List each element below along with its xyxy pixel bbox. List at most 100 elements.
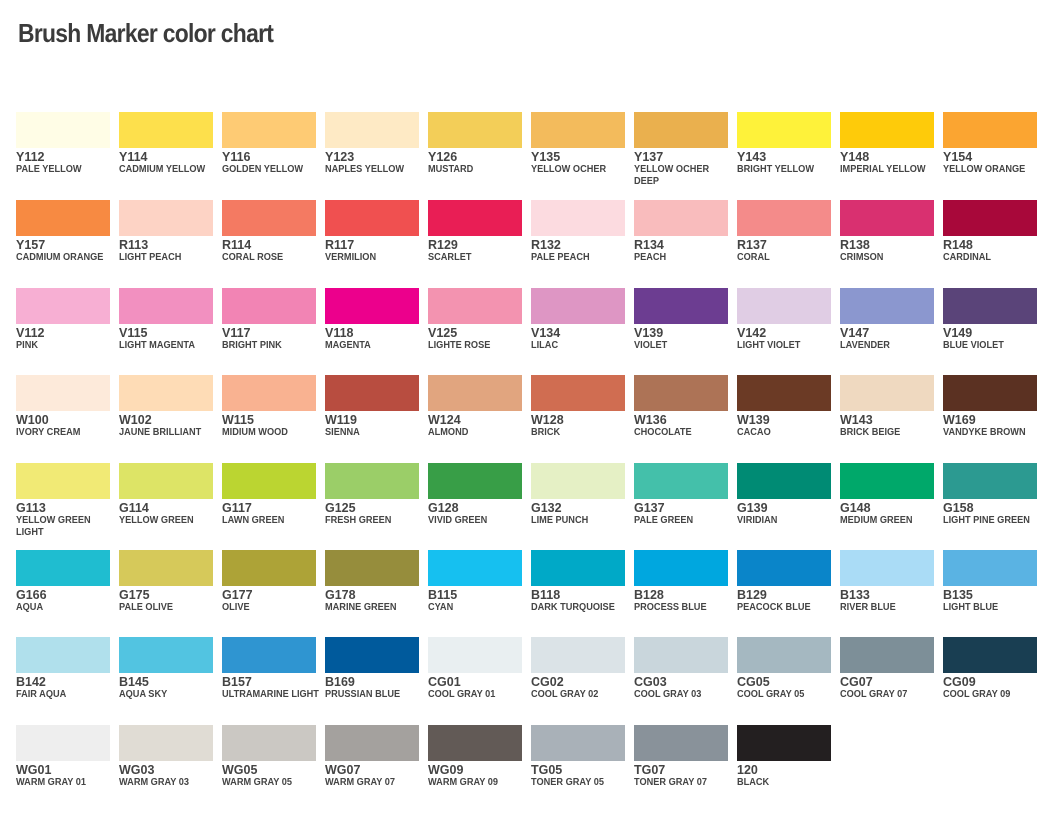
color-swatch [531, 375, 625, 411]
color-swatch-item: Y123 NAPLES YELLOW [325, 112, 419, 176]
color-swatch [325, 550, 419, 586]
color-swatch [119, 725, 213, 761]
color-swatch-item: R114 CORAL ROSE [222, 200, 316, 264]
color-name: COOL GRAY 07 [840, 689, 908, 700]
color-code: CG07 [840, 675, 873, 689]
color-code: V134 [531, 326, 561, 340]
color-swatch-item: V112 PINK [16, 288, 110, 352]
color-swatch-item: WG05 WARM GRAY 05 [222, 725, 316, 789]
color-swatch-item: R129 SCARLET [428, 200, 522, 264]
color-name: CORAL [737, 252, 770, 263]
color-code: CG05 [737, 675, 770, 689]
color-name: ULTRAMARINE LIGHT [222, 689, 319, 700]
color-code: TG07 [634, 763, 666, 777]
color-swatch-item: CG01 COOL GRAY 01 [428, 637, 522, 701]
color-name: VERMILION [325, 252, 377, 263]
color-swatch [119, 288, 213, 324]
color-name: PEACH [634, 252, 667, 263]
color-swatch-item: Y112 PALE YELLOW [16, 112, 110, 176]
color-swatch-item: G177 OLIVE [222, 550, 316, 614]
color-code: TG05 [531, 763, 563, 777]
color-swatch-item: Y114 CADMIUM YELLOW [119, 112, 213, 176]
color-swatch-item: V139 VIOLET [634, 288, 728, 352]
color-swatch [943, 463, 1037, 499]
color-swatch-item: V142 LIGHT VIOLET [737, 288, 831, 352]
color-name: LAWN GREEN [222, 515, 285, 526]
color-name: VANDYKE BROWN [943, 427, 1026, 438]
color-code: G139 [737, 501, 768, 515]
color-name: COOL GRAY 01 [428, 689, 496, 700]
color-name: BRICK [531, 427, 561, 438]
color-swatch-item: W136 CHOCOLATE [634, 375, 728, 439]
color-swatch [737, 637, 831, 673]
color-name: VIVID GREEN [428, 515, 488, 526]
color-name: BLACK [737, 777, 770, 788]
color-code: V117 [222, 326, 251, 340]
color-swatch [222, 375, 316, 411]
color-swatch-item: R134 PEACH [634, 200, 728, 264]
color-swatch [222, 112, 316, 148]
color-code: G137 [634, 501, 665, 515]
color-code: Y112 [16, 150, 45, 164]
color-name: PINK [16, 340, 38, 351]
color-swatch [119, 112, 213, 148]
color-swatch-item: V149 BLUE VIOLET [943, 288, 1037, 352]
color-code: B133 [840, 588, 870, 602]
color-name: DARK TURQUOISE [531, 602, 615, 613]
color-code: W143 [840, 413, 873, 427]
color-swatch-item: CG02 COOL GRAY 02 [531, 637, 625, 701]
color-swatch [840, 200, 934, 236]
color-code: CG09 [943, 675, 976, 689]
color-name: PALE PEACH [531, 252, 590, 263]
color-swatch-item: V115 LIGHT MAGENTA [119, 288, 213, 352]
color-name: FRESH GREEN [325, 515, 392, 526]
color-swatch [634, 288, 728, 324]
color-swatch-item: B169 PRUSSIAN BLUE [325, 637, 419, 701]
color-swatch [840, 550, 934, 586]
color-swatch [737, 550, 831, 586]
color-code: B169 [325, 675, 355, 689]
color-swatch-item: W115 MIDIUM WOOD [222, 375, 316, 439]
color-code: G113 [16, 501, 46, 515]
color-code: R134 [634, 238, 664, 252]
color-swatch [119, 200, 213, 236]
color-swatch-item: W102 JAUNE BRILLIANT [119, 375, 213, 439]
color-code: B135 [943, 588, 973, 602]
color-code: W136 [634, 413, 667, 427]
color-code: CG01 [428, 675, 461, 689]
color-code: V142 [737, 326, 767, 340]
color-code: B157 [222, 675, 252, 689]
color-swatch [428, 375, 522, 411]
color-swatch [325, 725, 419, 761]
color-swatch [428, 112, 522, 148]
color-name: CACAO [737, 427, 771, 438]
color-swatch [222, 637, 316, 673]
color-swatch-item: G114 YELLOW GREEN [119, 463, 213, 527]
color-swatch-item: G113 YELLOW GREEN LIGHT [16, 463, 110, 539]
color-swatch [428, 725, 522, 761]
color-name: COOL GRAY 02 [531, 689, 599, 700]
color-name: PALE YELLOW [16, 164, 82, 175]
color-name: LIGHT VIOLET [737, 340, 801, 351]
color-code: W124 [428, 413, 461, 427]
color-swatch [737, 375, 831, 411]
color-code: B129 [737, 588, 767, 602]
color-name: AQUA [16, 602, 44, 613]
color-name: MIDIUM WOOD [222, 427, 288, 438]
color-name: COOL GRAY 05 [737, 689, 805, 700]
color-swatch-item: B157 ULTRAMARINE LIGHT [222, 637, 319, 701]
color-name: AQUA SKY [119, 689, 168, 700]
color-code: B145 [119, 675, 149, 689]
color-swatch [943, 637, 1037, 673]
color-swatch [943, 550, 1037, 586]
color-swatch-item: WG01 WARM GRAY 01 [16, 725, 110, 789]
color-code: W169 [943, 413, 976, 427]
color-name: FAIR AQUA [16, 689, 67, 700]
color-name: PALE GREEN [634, 515, 694, 526]
color-swatch-item: 120 BLACK [737, 725, 831, 789]
color-swatch [222, 463, 316, 499]
color-swatch [943, 375, 1037, 411]
color-swatch-item: W100 IVORY CREAM [16, 375, 110, 439]
color-code: Y123 [325, 150, 355, 164]
color-code: WG05 [222, 763, 258, 777]
